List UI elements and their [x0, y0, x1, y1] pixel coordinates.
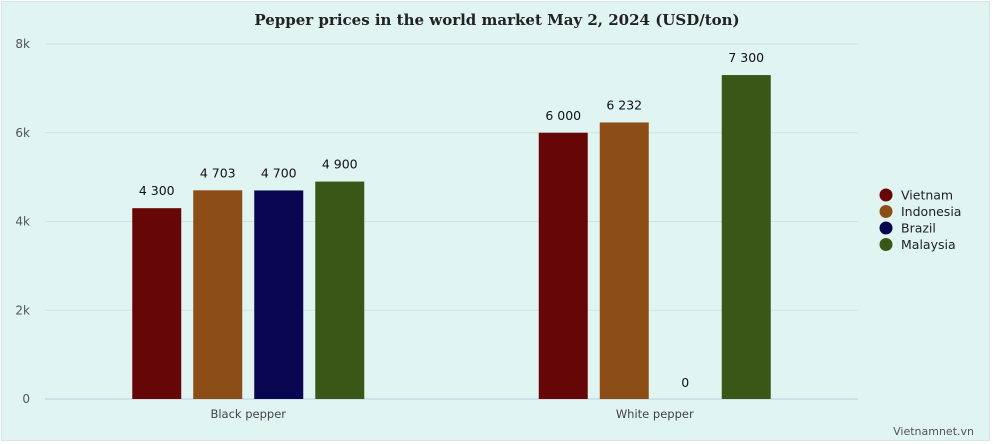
- bar-indonesia-black-pepper: [193, 190, 243, 399]
- data-label: 4 700: [261, 165, 297, 180]
- data-label: 7 300: [728, 50, 764, 65]
- chart-title: Pepper prices in the world market May 2,…: [254, 11, 739, 29]
- legend-item-brazil[interactable]: Brazil: [879, 221, 936, 236]
- bar-brazil-black-pepper: [254, 190, 304, 399]
- bar-vietnam-black-pepper: [132, 208, 182, 399]
- y-tick-label: 6k: [15, 126, 30, 140]
- legend-marker: [879, 221, 893, 235]
- x-axis-categories: Black pepper White pepper: [210, 407, 693, 421]
- y-tick-label: 0: [22, 392, 30, 406]
- bar-series: [132, 75, 771, 399]
- legend-label: Vietnam: [901, 188, 953, 203]
- bar-indonesia-white-pepper: [599, 122, 649, 399]
- legend-label: Brazil: [901, 221, 936, 236]
- data-label: 6 000: [545, 108, 581, 123]
- bar-malaysia-black-pepper: [315, 181, 365, 399]
- y-axis-ticks: 0 2k 4k 6k 8k: [15, 37, 30, 406]
- bar-vietnam-white-pepper: [538, 132, 588, 399]
- x-category-label: White pepper: [616, 407, 694, 421]
- y-tick-label: 2k: [15, 303, 30, 317]
- legend-label: Indonesia: [901, 204, 961, 219]
- source-credit: Vietnamnet.vn: [893, 425, 974, 438]
- data-label: 4 300: [139, 183, 175, 198]
- bar-malaysia-white-pepper: [721, 75, 771, 399]
- data-labels: 4 300 4 703 4 700 4 900 6 000 6 232 0 7 300: [139, 50, 764, 390]
- legend-label: Malaysia: [901, 237, 956, 252]
- data-label: 0: [681, 375, 689, 390]
- legend-marker: [879, 205, 893, 218]
- y-tick-label: 8k: [15, 37, 30, 51]
- legend-marker: [879, 188, 893, 202]
- legend-item-malaysia[interactable]: Malaysia: [879, 237, 956, 252]
- y-tick-label: 4k: [15, 215, 30, 229]
- data-label: 4 900: [322, 157, 358, 172]
- legend-item-vietnam[interactable]: Vietnam: [879, 188, 954, 203]
- data-label: 6 232: [606, 97, 642, 112]
- data-label: 4 703: [200, 165, 236, 180]
- legend-item-indonesia[interactable]: Indonesia: [879, 204, 962, 219]
- x-category-label: Black pepper: [210, 407, 286, 421]
- legend-marker: [879, 238, 893, 251]
